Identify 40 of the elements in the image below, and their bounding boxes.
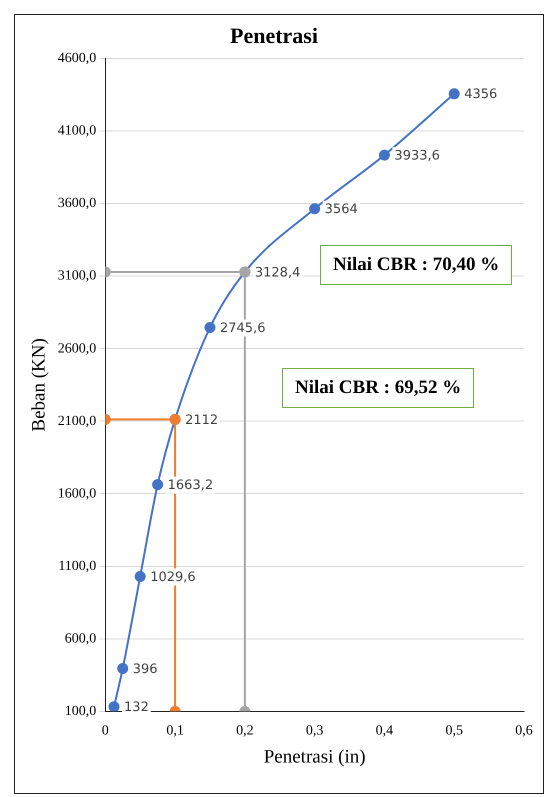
text-box: Nilai CBR : 69,52 %: [282, 368, 474, 408]
y-tick-label: 2100,0: [58, 414, 96, 429]
y-axis-title: Beban (KN): [28, 338, 50, 432]
y-tick-label: 4600,0: [58, 51, 96, 66]
x-tick-label: 0,4: [376, 723, 394, 738]
point: [448, 88, 460, 100]
y-tick-label: 4100,0: [58, 124, 96, 139]
point: [108, 701, 120, 712]
x-tick-label: 0,6: [515, 723, 533, 738]
y-tick-label: 600,0: [64, 632, 96, 647]
y-tick-label: 1100,0: [58, 558, 96, 574]
data-label: 1029,6: [150, 570, 196, 585]
data-label: 4356: [464, 87, 498, 102]
point: [309, 203, 320, 214]
y-tick-label: 1600,0: [58, 486, 96, 502]
x-tick-label: 0,3: [306, 723, 324, 738]
point: [134, 571, 146, 582]
x-tick-label: 0: [102, 723, 109, 738]
y-tick-label: 2600,0: [58, 341, 96, 356]
y-tick-label: 3600,0: [58, 196, 96, 212]
x-tick-label: 0,1: [166, 723, 184, 738]
point: [117, 662, 128, 674]
data-label: 3933,6: [394, 148, 440, 164]
y-tick-label: 100,0: [64, 704, 96, 720]
text-box: Nilai CBR : 70,40 %: [320, 245, 512, 285]
data-label: 2112: [185, 412, 218, 428]
data-label: 396: [132, 662, 158, 677]
data-label: 1663,2: [168, 478, 214, 493]
chart-title: Penetrasi: [230, 22, 318, 48]
data-label: 3128,4: [254, 265, 300, 280]
data-label: 132: [124, 700, 149, 716]
x-tick-label: 0,2: [236, 723, 254, 738]
data-label: 3564: [324, 202, 358, 218]
y-tick-label: 3100,0: [58, 268, 96, 284]
x-axis-title: Penetrasi (in): [264, 746, 366, 768]
data-label: 2745,6: [220, 320, 266, 336]
point: [378, 150, 390, 161]
point: [204, 322, 216, 333]
x-tick-label: 0,5: [445, 723, 463, 738]
point: [152, 479, 164, 490]
